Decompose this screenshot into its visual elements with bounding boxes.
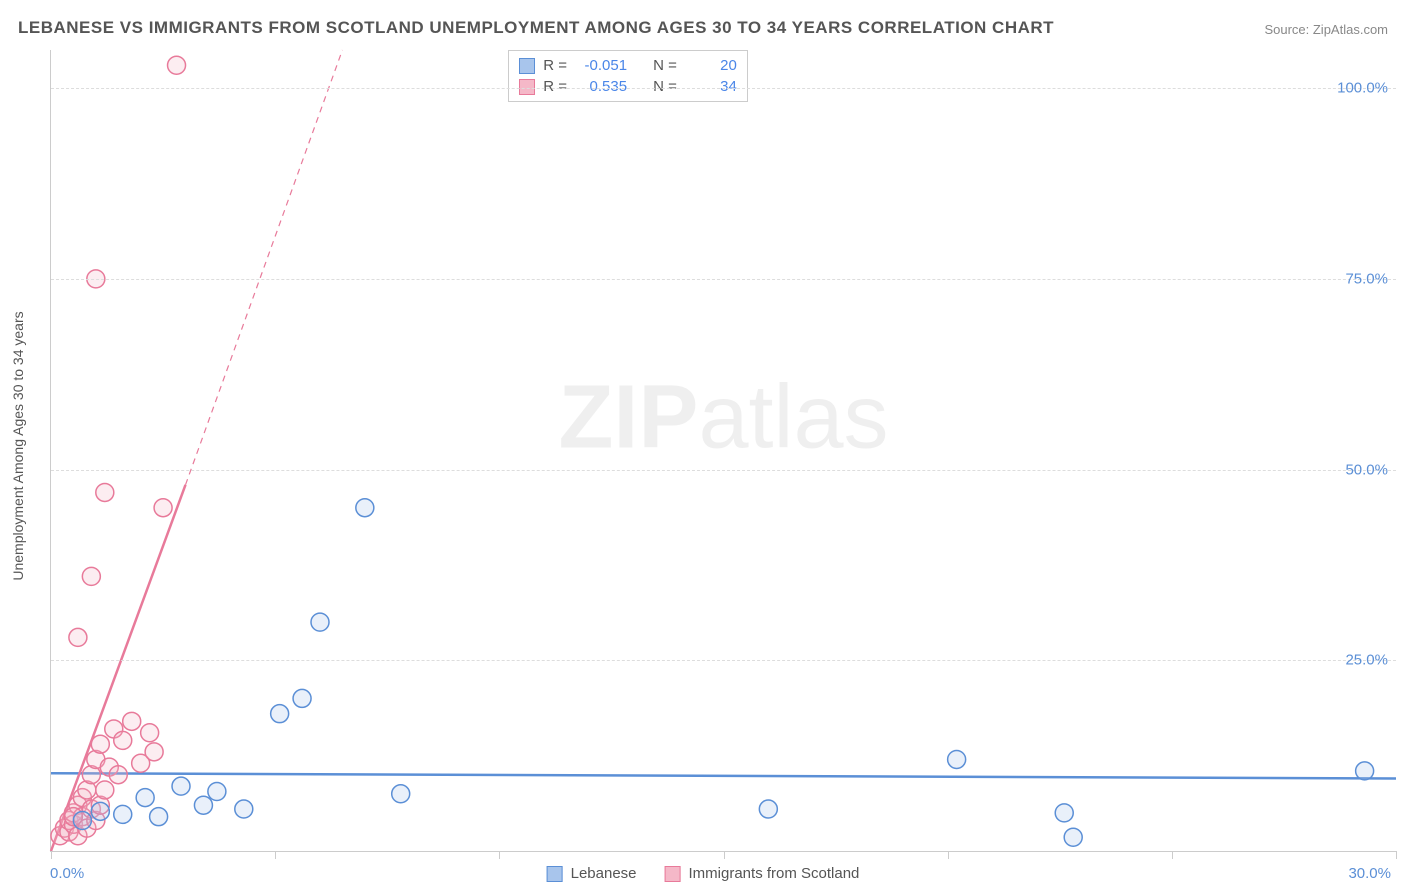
data-point — [293, 689, 311, 707]
y-tick-label: 25.0% — [1345, 652, 1388, 669]
x-tick — [275, 851, 276, 859]
data-point — [759, 800, 777, 818]
trend-line — [51, 773, 1396, 778]
x-tick — [724, 851, 725, 859]
legend-swatch — [519, 79, 535, 95]
data-point — [91, 802, 109, 820]
data-point — [91, 735, 109, 753]
data-point — [208, 782, 226, 800]
gridline — [51, 470, 1396, 471]
chart-title: LEBANESE VS IMMIGRANTS FROM SCOTLAND UNE… — [18, 18, 1054, 38]
legend-item: Immigrants from Scotland — [665, 865, 860, 882]
legend-item: Lebanese — [547, 865, 637, 882]
legend-row: R = -0.051 N = 20 — [519, 55, 737, 76]
data-point — [194, 796, 212, 814]
data-point — [73, 811, 91, 829]
data-point — [1356, 762, 1374, 780]
data-point — [392, 785, 410, 803]
legend-swatch — [547, 866, 563, 882]
trend-line-extension — [186, 50, 343, 485]
data-point — [235, 800, 253, 818]
data-point — [136, 789, 154, 807]
x-axis-max-label: 30.0% — [1348, 865, 1391, 882]
data-point — [114, 805, 132, 823]
data-point — [96, 483, 114, 501]
data-point — [69, 628, 87, 646]
data-point — [123, 712, 141, 730]
data-point — [1055, 804, 1073, 822]
data-point — [271, 705, 289, 723]
legend-r-value: 0.535 — [575, 78, 627, 95]
data-point — [154, 499, 172, 517]
y-tick-label: 75.0% — [1345, 270, 1388, 287]
data-point — [145, 743, 163, 761]
legend-n-label: N = — [653, 78, 677, 95]
scatter-plot-svg — [51, 50, 1396, 851]
series-legend: Lebanese Immigrants from Scotland — [547, 865, 860, 882]
x-axis-min-label: 0.0% — [50, 865, 84, 882]
legend-row: R = 0.535 N = 34 — [519, 76, 737, 97]
data-point — [114, 731, 132, 749]
data-point — [150, 808, 168, 826]
legend-swatch — [519, 58, 535, 74]
legend-r-label: R = — [543, 57, 567, 74]
data-point — [82, 567, 100, 585]
data-point — [1064, 828, 1082, 846]
legend-swatch — [665, 866, 681, 882]
x-tick — [499, 851, 500, 859]
legend-n-value: 20 — [685, 57, 737, 74]
x-tick — [1172, 851, 1173, 859]
legend-label: Lebanese — [571, 865, 637, 882]
legend-r-value: -0.051 — [575, 57, 627, 74]
data-point — [356, 499, 374, 517]
y-axis-title: Unemployment Among Ages 30 to 34 years — [10, 177, 26, 446]
legend-n-label: N = — [653, 57, 677, 74]
source-label: Source: ZipAtlas.com — [1264, 22, 1388, 37]
gridline — [51, 660, 1396, 661]
x-tick — [51, 851, 52, 859]
data-point — [96, 781, 114, 799]
y-tick-label: 50.0% — [1345, 461, 1388, 478]
correlation-legend: R = -0.051 N = 20 R = 0.535 N = 34 — [508, 50, 748, 102]
trend-line — [51, 485, 186, 851]
legend-r-label: R = — [543, 78, 567, 95]
data-point — [172, 777, 190, 795]
y-tick-label: 100.0% — [1337, 80, 1388, 97]
data-point — [141, 724, 159, 742]
data-point — [109, 766, 127, 784]
x-tick — [948, 851, 949, 859]
x-tick — [1396, 851, 1397, 859]
chart-plot-area: ZIPatlas R =-0.051N =20R =0.535N =34 25.… — [50, 50, 1396, 852]
gridline — [51, 279, 1396, 280]
data-point — [311, 613, 329, 631]
data-point — [948, 750, 966, 768]
gridline — [51, 88, 1396, 89]
data-point — [168, 56, 186, 74]
legend-label: Immigrants from Scotland — [689, 865, 860, 882]
legend-n-value: 34 — [685, 78, 737, 95]
